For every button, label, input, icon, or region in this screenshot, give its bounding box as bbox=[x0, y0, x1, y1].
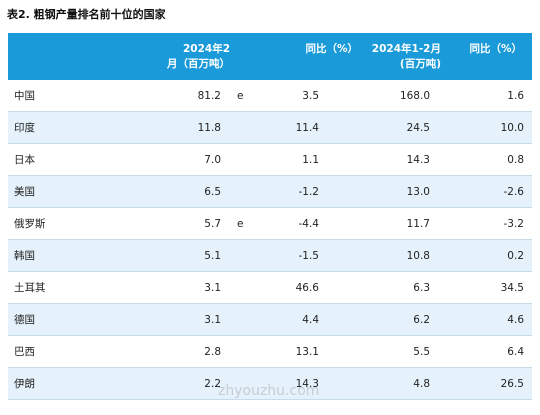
yoy-cell: -1.2 bbox=[298, 186, 320, 198]
table-header: 2024年2 月（百万吨） 同比（%） 2024年1-2月 (百万吨) 同比（%… bbox=[8, 33, 532, 80]
table-row: 美国 6.5 -1.2 13.0 -2.6 bbox=[8, 176, 532, 208]
ytd-cell: 14.3 bbox=[406, 154, 430, 166]
production-cell: 3.1 bbox=[204, 314, 221, 326]
country-cell: 中国 bbox=[14, 90, 35, 102]
production-cell: 2.2 bbox=[204, 378, 221, 390]
ytd-cell: 6.2 bbox=[413, 314, 430, 326]
production-cell: 2.8 bbox=[204, 346, 221, 358]
table-row: 伊朗 2.2 14.3 4.8 26.5 bbox=[8, 368, 532, 400]
ytd-cell: 5.5 bbox=[413, 346, 430, 358]
table-row: 土耳其 3.1 46.6 6.3 34.5 bbox=[8, 272, 532, 304]
production-cell: 11.8 bbox=[197, 122, 221, 134]
yoy-cell: 1.1 bbox=[302, 154, 319, 166]
yoy-cell: 4.4 bbox=[302, 314, 319, 326]
table-row: 印度 11.8 11.4 24.5 10.0 bbox=[8, 112, 532, 144]
ytd-cell: 4.8 bbox=[413, 378, 430, 390]
production-cell: 5.1 bbox=[204, 250, 221, 262]
header-yoy: 同比（%） bbox=[305, 43, 358, 55]
country-cell: 日本 bbox=[14, 154, 35, 166]
ytd-yoy-cell: 0.8 bbox=[507, 154, 524, 166]
ytd-cell: 10.8 bbox=[406, 250, 430, 262]
production-cell: 3.1 bbox=[204, 282, 221, 294]
steel-production-table: 2024年2 月（百万吨） 同比（%） 2024年1-2月 (百万吨) 同比（%… bbox=[8, 33, 532, 400]
country-cell: 伊朗 bbox=[14, 378, 35, 390]
ytd-cell: 13.0 bbox=[406, 186, 430, 198]
table-body: 中国 81.2 e 3.5 168.0 1.6 印度 11.8 11.4 24.5 10.0 日本 7.… bbox=[8, 80, 532, 400]
ytd-yoy-cell: 26.5 bbox=[500, 378, 524, 390]
header-production: 2024年2 月（百万吨） bbox=[167, 43, 230, 70]
yoy-cell: 3.5 bbox=[302, 90, 319, 102]
yoy-cell: 14.3 bbox=[295, 378, 319, 390]
yoy-cell: 13.1 bbox=[295, 346, 319, 358]
table-row: 德国 3.1 4.4 6.2 4.6 bbox=[8, 304, 532, 336]
ytd-yoy-cell: 4.6 bbox=[507, 314, 524, 326]
country-cell: 巴西 bbox=[14, 346, 35, 358]
yoy-cell: -1.5 bbox=[298, 250, 320, 262]
table-row: 巴西 2.8 13.1 5.5 6.4 bbox=[8, 336, 532, 368]
production-cell: 81.2 bbox=[197, 90, 221, 102]
country-cell: 美国 bbox=[14, 186, 35, 198]
estimate-flag: e bbox=[237, 90, 244, 102]
yoy-cell: 46.6 bbox=[295, 282, 319, 294]
ytd-cell: 168.0 bbox=[399, 90, 430, 102]
header-ytd-yoy: 同比（%） bbox=[469, 43, 522, 55]
table-row: 日本 7.0 1.1 14.3 0.8 bbox=[8, 144, 532, 176]
ytd-yoy-cell: 0.2 bbox=[507, 250, 524, 262]
yoy-cell: 11.4 bbox=[295, 122, 319, 134]
table-row: 俄罗斯 5.7 e -4.4 11.7 -3.2 bbox=[8, 208, 532, 240]
ytd-cell: 11.7 bbox=[406, 218, 430, 230]
ytd-yoy-cell: -2.6 bbox=[503, 186, 525, 198]
country-cell: 德国 bbox=[14, 314, 35, 326]
ytd-yoy-cell: 10.0 bbox=[500, 122, 524, 134]
country-cell: 印度 bbox=[14, 122, 35, 134]
table-row: 中国 81.2 e 3.5 168.0 1.6 bbox=[8, 80, 532, 112]
ytd-yoy-cell: 34.5 bbox=[500, 282, 524, 294]
ytd-yoy-cell: 1.6 bbox=[507, 90, 524, 102]
production-cell: 7.0 bbox=[204, 154, 221, 166]
header-ytd: 2024年1-2月 (百万吨) bbox=[371, 43, 441, 70]
estimate-flag: e bbox=[237, 218, 244, 230]
watermark: zhyouzhu.com bbox=[218, 383, 320, 399]
table-title: 表2. 粗钢产量排名前十位的国家 bbox=[7, 8, 166, 21]
ytd-cell: 24.5 bbox=[406, 122, 430, 134]
ytd-cell: 6.3 bbox=[413, 282, 430, 294]
country-cell: 俄罗斯 bbox=[14, 218, 46, 230]
production-cell: 6.5 bbox=[204, 186, 221, 198]
production-cell: 5.7 bbox=[204, 218, 221, 230]
country-cell: 韩国 bbox=[14, 250, 35, 262]
ytd-yoy-cell: -3.2 bbox=[503, 218, 525, 230]
ytd-yoy-cell: 6.4 bbox=[507, 346, 524, 358]
country-cell: 土耳其 bbox=[14, 282, 46, 294]
yoy-cell: -4.4 bbox=[298, 218, 320, 230]
table-row: 韩国 5.1 -1.5 10.8 0.2 bbox=[8, 240, 532, 272]
